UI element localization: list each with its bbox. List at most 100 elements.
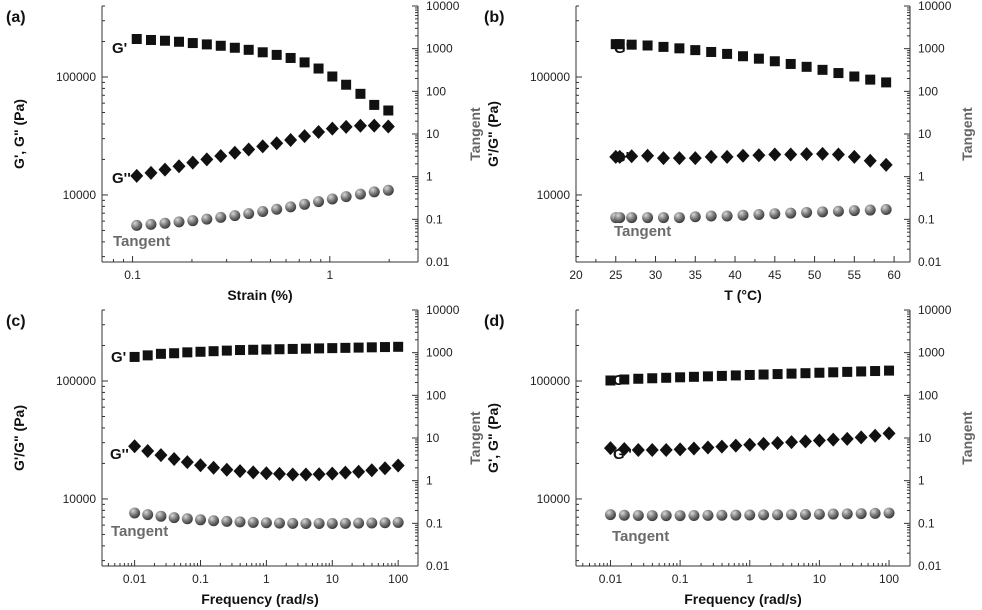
panel-a-y2tick-label: 10000: [426, 0, 460, 13]
panel-d-tangent-point: [716, 509, 728, 521]
panel-b-ytick-label: 10000: [537, 188, 571, 202]
panel-c-gdoubleprime-point: [352, 464, 366, 479]
panel-d-tangent-point: [688, 509, 700, 521]
panel-b-gprime-point: [722, 48, 733, 59]
panel-b-xtick-label: 55: [848, 268, 862, 282]
panel-a-gdoubleprime-point: [144, 165, 158, 180]
panel-d-annot-gdoubleprime: G'': [613, 446, 632, 463]
panel-a-gprime-point: [299, 57, 310, 68]
panel-a-gprime-point: [341, 79, 352, 90]
panel-a-gprime-point: [201, 39, 212, 50]
panel-d-gprime-point: [730, 370, 741, 381]
panel-c-tangent-point: [129, 507, 141, 519]
panel-a-annot-tangent: Tangent: [113, 233, 170, 250]
panel-a-gprime-point: [159, 35, 170, 46]
panel-c-ytick-label: 100000: [56, 374, 96, 388]
panel-b-gdoubleprime-point: [656, 151, 670, 166]
panel-a-gdoubleprime-point: [298, 129, 312, 144]
panel-c-tangent-point: [326, 518, 338, 530]
panel-c-y2tick-label: 100: [426, 388, 446, 402]
panel-a-ytick-label: 10000: [63, 188, 97, 202]
panel-d-xtick-label: 0.01: [599, 572, 623, 586]
panel-c-tangent-point: [181, 513, 193, 525]
panel-a-gdoubleprime-point: [214, 148, 228, 163]
panel-d-label: (d): [484, 313, 504, 330]
panel-d-gprime-point: [870, 366, 881, 377]
panel-a-gdoubleprime-point: [200, 152, 214, 167]
panel-a-gprime-point: [257, 47, 268, 58]
panel-c-tangent-point: [366, 517, 378, 529]
panel-b-tangent-point: [801, 206, 813, 218]
panel-d-gdoubleprime-point: [673, 442, 687, 457]
panel-c-gprime-point: [195, 346, 206, 357]
panel-d-tangent-point: [646, 510, 658, 522]
panel-c-y2tick-label: 1: [426, 474, 433, 488]
panel-c-y2label: Tangent: [467, 411, 483, 465]
panel-d-gdoubleprime-point: [729, 438, 743, 453]
panel-c-gdoubleprime-point: [259, 466, 273, 481]
panel-a-annot-gdoubleprime: G'': [112, 170, 131, 187]
panel-b-gprime-point: [738, 51, 748, 62]
panel-b-tangent-point: [864, 204, 876, 216]
panel-c-tangent-point: [260, 517, 272, 529]
panel-a-gprime-point: [383, 105, 394, 116]
panel-d-gdoubleprime-point: [631, 442, 645, 457]
panel-b-tangent-point: [848, 205, 860, 217]
panel-c-gprime-point: [169, 348, 180, 359]
panel-d-gdoubleprime-point: [603, 441, 617, 456]
panel-b-tangent-point: [880, 204, 892, 216]
panel-b-gdoubleprime-point: [720, 149, 734, 164]
panel-d-tangent-point: [674, 510, 686, 522]
panel-b-gprime-point: [833, 68, 844, 79]
panel-d-y2tick-label: 1000: [918, 346, 945, 360]
panel-d-gprime-point: [716, 370, 727, 381]
panel-b-gprime-point: [817, 64, 828, 75]
panel-a-tangent-point: [229, 210, 241, 222]
panel-b-gdoubleprime-point: [879, 157, 893, 172]
panel-a-gdoubleprime-point: [381, 119, 395, 134]
panel-a-gprime-point: [313, 63, 324, 74]
panel-a-tangent-point: [173, 216, 185, 228]
panel-b-gdoubleprime-point: [641, 148, 655, 163]
panel-b-gdoubleprime-point: [613, 149, 627, 164]
panel-b-tangent-point: [769, 208, 781, 220]
panel-c-annot-gprime: G': [111, 349, 126, 366]
panel-b-gprime-point: [881, 77, 892, 88]
panel-d-tangent-point: [813, 508, 825, 520]
panel-a-gprime-point: [285, 52, 296, 63]
panel-c-gprime-point: [353, 342, 364, 353]
panel-a-ylabel: G', G" (Pa): [11, 99, 27, 169]
panel-d-tangent-point: [730, 509, 742, 521]
panel-d-y2tick-label: 10000: [918, 303, 952, 317]
panel-b-xtick-label: 35: [689, 268, 703, 282]
panel-c-y2tick-label: 10: [426, 431, 440, 445]
panel-c-y2tick-label: 1000: [426, 346, 453, 360]
panel-a-gdoubleprime-point: [228, 145, 242, 160]
panel-d-gdoubleprime-point: [757, 436, 771, 451]
panel-d-gdoubleprime-point: [743, 437, 757, 452]
panel-d-tangent-point: [632, 509, 644, 521]
panel-b-tangent-point: [642, 212, 654, 224]
panel-b-xtick-label: 20: [569, 268, 583, 282]
panel-c-gdoubleprime-point: [378, 461, 392, 476]
panel-b-gdoubleprime-point: [784, 147, 798, 162]
panel-d-gprime-point: [884, 365, 895, 376]
panel-c-tangent-point: [339, 517, 351, 529]
panel-d-gdoubleprime-point: [882, 426, 896, 441]
panel-c-gprime-point: [379, 342, 390, 353]
panel-a-gdoubleprime-point: [339, 119, 353, 134]
panel-c-gdoubleprime-point: [128, 439, 142, 454]
panel-b-y2tick-label: 10000: [918, 0, 952, 13]
panel-a-gdoubleprime-point: [367, 118, 381, 133]
panel-d-gprime-point: [786, 368, 797, 379]
panel-c-gdoubleprime-point: [220, 462, 234, 477]
panel-b-gprime-point: [658, 41, 669, 52]
panel-c-gdoubleprime-point: [207, 460, 221, 475]
panel-d-tangent-point: [772, 509, 784, 521]
panel-d-tangent-point: [799, 509, 811, 521]
panel-c-gdoubleprime-point: [299, 467, 313, 482]
panel-b-gdoubleprime-point: [752, 148, 766, 163]
panel-c-tangent-point: [234, 516, 246, 528]
